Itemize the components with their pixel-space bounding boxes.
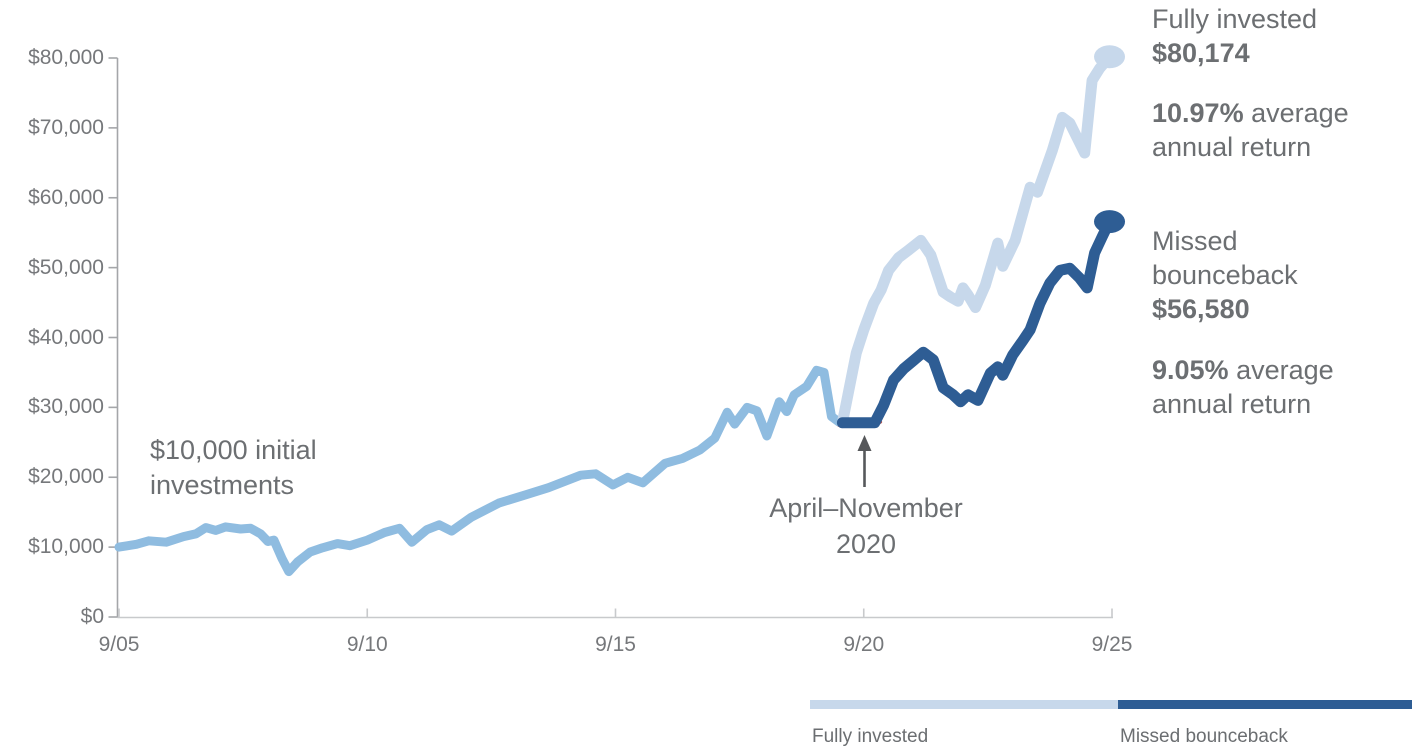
arrow-icon: [857, 435, 872, 487]
y-axis-ticks: [108, 57, 118, 618]
missed-bounceback-callout-value: $56,580: [1152, 294, 1250, 324]
missed-bounceback-line: [836, 216, 1115, 429]
legend-swatch-missed-bounceback: [1118, 700, 1412, 709]
legend-label-missed-bounceback: Missed bounceback: [1120, 726, 1288, 747]
y-tick-label: $40,000: [28, 325, 104, 349]
legend-swatch-fully-invested: [810, 700, 1118, 709]
y-tick-label: $30,000: [28, 395, 104, 419]
missed-bounceback-end-dot: [1094, 210, 1126, 234]
x-tick-label: 9/15: [595, 633, 636, 656]
missed-bounceback-return-pct: 9.05%: [1152, 355, 1229, 385]
x-tick-label: 9/20: [843, 633, 885, 656]
legend-label-fully-invested: Fully invested: [812, 726, 929, 747]
missed-period-annotation: April–November 2020: [769, 493, 963, 559]
x-tick-label: 9/25: [1091, 633, 1133, 656]
y-tick-label: $70,000: [28, 115, 104, 139]
y-tick-label: $60,000: [28, 185, 104, 209]
fully-invested-return-text: average annual return: [1152, 98, 1349, 162]
x-axis-ticks: [118, 608, 1113, 618]
missed-bounceback-return-text: average annual return: [1152, 355, 1334, 419]
fully-invested-callout-title: Fully invested: [1152, 4, 1318, 34]
initial-investment-annotation: $10,000 initial investments: [150, 435, 317, 500]
y-tick-label: $20,000: [28, 465, 104, 489]
missed-bounceback-return: 9.05% average annual return: [1152, 353, 1414, 421]
missed-bounceback-callout-title: Missed bounceback: [1152, 226, 1298, 290]
y-tick-label: $0: [80, 605, 104, 628]
fully-invested-end-dot: [1094, 45, 1126, 69]
x-tick-label: 9/10: [346, 633, 388, 656]
y-tick-label: $10,000: [28, 535, 104, 559]
fully-invested-return-pct: 10.97%: [1152, 98, 1244, 128]
x-tick-label: 9/05: [98, 633, 140, 656]
y-tick-label: $50,000: [28, 255, 104, 279]
fully-invested-callout-value: $80,174: [1152, 38, 1250, 68]
fully-invested-line: [836, 51, 1115, 429]
fully-invested-return: 10.97% average annual return: [1152, 96, 1414, 164]
shared-history-line: [114, 365, 847, 577]
y-tick-label: $80,000: [28, 46, 104, 69]
